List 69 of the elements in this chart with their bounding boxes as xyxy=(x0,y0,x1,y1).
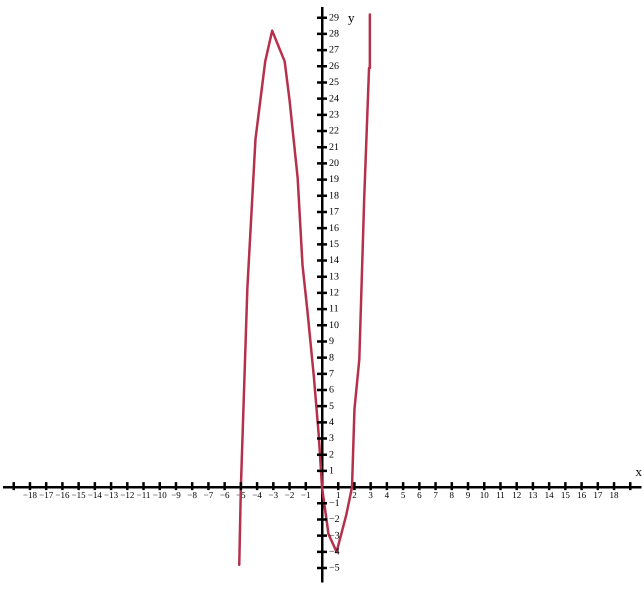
y-tick-label: 10 xyxy=(329,320,339,331)
y-tick-label: 23 xyxy=(329,109,339,120)
x-tick-label: 9 xyxy=(466,490,471,500)
y-tick-label: 21 xyxy=(329,142,339,153)
x-tick-label: 4 xyxy=(384,490,390,500)
y-tick-label: 18 xyxy=(329,190,339,202)
y-tick-label: 6 xyxy=(329,384,334,396)
x-tick-label: 10 xyxy=(480,490,490,500)
y-tick-label: 1 xyxy=(329,466,334,477)
y-tick-label: −1 xyxy=(329,498,340,509)
y-tick-label: 8 xyxy=(329,352,334,364)
y-axis-title: y xyxy=(348,10,355,25)
y-tick-label: 22 xyxy=(329,126,339,137)
y-tick-label: 26 xyxy=(329,60,339,72)
y-tick-label: −5 xyxy=(329,562,340,574)
y-tick-label: −2 xyxy=(329,514,340,526)
x-tick-label: −13 xyxy=(104,490,119,500)
x-tick-label: −6 xyxy=(220,490,230,500)
y-tick-label: 19 xyxy=(329,174,339,186)
y-tick-label: 28 xyxy=(329,28,339,40)
x-tick-label: 18 xyxy=(610,490,620,500)
x-tick-label: −2 xyxy=(284,490,294,500)
x-tick-label: 5 xyxy=(400,490,406,500)
y-tick-label: 11 xyxy=(329,304,339,315)
x-tick-label: 6 xyxy=(417,490,422,500)
x-tick-label: 3 xyxy=(368,490,374,500)
y-tick-label: 3 xyxy=(329,433,334,444)
x-tick-label: 8 xyxy=(450,490,455,500)
x-tick-label: −12 xyxy=(120,490,134,500)
x-tick-label: −14 xyxy=(88,490,102,500)
x-tick-label: 11 xyxy=(496,490,505,500)
y-tick-label: 5 xyxy=(329,400,334,412)
y-tick-label: 24 xyxy=(329,93,339,104)
x-tick-label: −15 xyxy=(72,490,86,500)
x-tick-label: −11 xyxy=(136,490,150,500)
y-tick-label: 14 xyxy=(329,255,339,266)
x-tick-label: −10 xyxy=(152,490,168,500)
x-tick-label: 12 xyxy=(512,490,522,500)
x-tick-label: −3 xyxy=(268,490,279,500)
x-tick-label: −1 xyxy=(300,490,311,500)
x-tick-label: 7 xyxy=(433,490,438,500)
x-tick-label: 15 xyxy=(560,490,570,500)
y-tick-label: 29 xyxy=(329,12,339,24)
y-tick-label: 27 xyxy=(329,44,339,56)
y-tick-label: 13 xyxy=(329,271,339,282)
x-tick-label: 14 xyxy=(544,490,554,500)
x-tick-label: −7 xyxy=(204,490,214,500)
y-tick-label: 7 xyxy=(329,368,334,380)
x-axis-title: x xyxy=(636,464,642,480)
x-tick-label: 16 xyxy=(577,490,587,500)
x-tick-label: −9 xyxy=(171,490,182,500)
y-tick-label: 15 xyxy=(329,238,339,250)
x-tick-label: 13 xyxy=(528,490,538,500)
y-tick-label: 16 xyxy=(329,222,339,234)
y-tick-label: 20 xyxy=(329,158,339,170)
x-tick-label: 17 xyxy=(593,490,603,500)
x-tick-label: 2 xyxy=(352,490,357,500)
x-tick-label: −17 xyxy=(39,490,54,500)
y-tick-label: 9 xyxy=(329,336,334,348)
x-tick-label: −8 xyxy=(187,490,198,500)
y-tick-label: 2 xyxy=(329,449,334,460)
y-tick-label: 4 xyxy=(329,417,334,428)
x-tick-label: −18 xyxy=(22,490,38,500)
y-tick-label: 25 xyxy=(329,77,339,88)
x-tick-label: −16 xyxy=(55,490,70,500)
y-tick-label: 12 xyxy=(329,288,339,299)
y-tick-label: −4 xyxy=(329,546,340,558)
y-tick-label: 17 xyxy=(329,206,339,218)
x-tick-label: −4 xyxy=(252,490,262,500)
